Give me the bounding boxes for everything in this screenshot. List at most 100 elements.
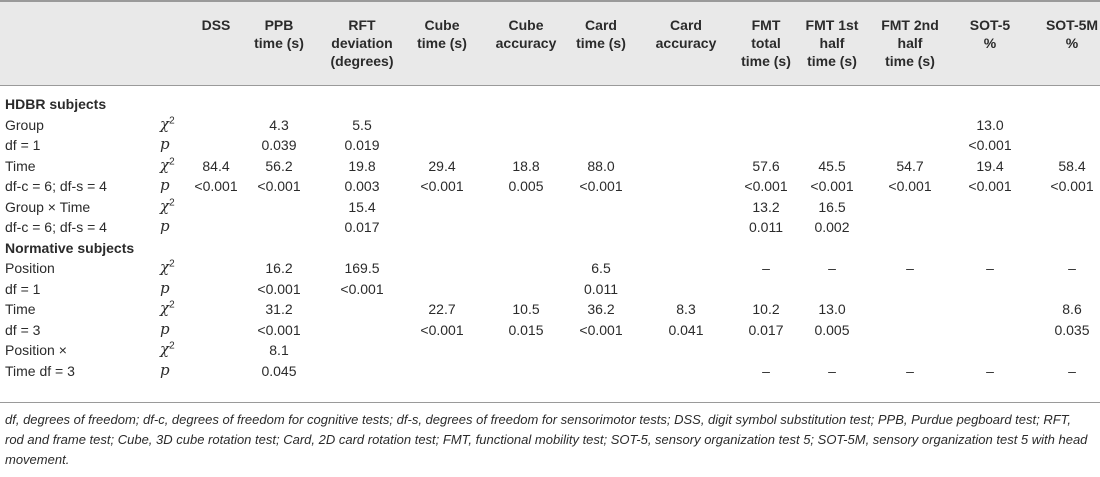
chi-square-symbol: χ2 xyxy=(160,340,175,358)
chi-square-symbol: χ2 xyxy=(160,196,175,215)
row-label: Group xyxy=(5,116,44,133)
column-header: Card time (s) xyxy=(576,17,626,51)
table-cell: 13.0 xyxy=(976,116,1004,133)
table-cell: <0.001 xyxy=(340,280,384,297)
table-cell: 36.2 xyxy=(587,301,615,317)
table-cell: <0.001 xyxy=(810,178,854,194)
table-cell: 0.017 xyxy=(748,321,784,338)
table-cell: 19.4 xyxy=(976,157,1004,174)
table-cell: 58.4 xyxy=(1058,157,1086,174)
table-cell: 16.5 xyxy=(818,198,846,215)
table-cell: – xyxy=(828,260,836,276)
table-cell: 8.6 xyxy=(1062,301,1082,317)
row-label: df-c = 6; df-s = 4 xyxy=(5,219,107,235)
row-label: Time xyxy=(5,301,36,317)
table-cell: 88.0 xyxy=(587,157,615,174)
table-cell: 0.011 xyxy=(584,280,618,297)
table-cell: 29.4 xyxy=(428,157,456,174)
table-cell: 45.5 xyxy=(818,157,846,174)
p-value-symbol: p xyxy=(160,278,170,297)
table-cell: <0.001 xyxy=(420,178,464,194)
table-cell: – xyxy=(762,260,770,276)
table-cell: 0.002 xyxy=(814,219,850,235)
table-cell: 13.2 xyxy=(752,198,780,215)
table-cell: <0.001 xyxy=(888,178,932,194)
table-cell: <0.001 xyxy=(420,321,464,338)
table-cell: 15.4 xyxy=(348,198,376,215)
section-title: HDBR subjects xyxy=(5,96,107,112)
table-cell: 0.019 xyxy=(344,137,380,153)
row-label: Time df = 3 xyxy=(5,362,75,379)
table-cell: <0.001 xyxy=(744,178,788,194)
table-cell: – xyxy=(762,362,770,379)
table-cell: 57.6 xyxy=(752,157,780,174)
table-cell: 0.005 xyxy=(508,178,544,194)
chi-square-symbol: χ2 xyxy=(160,155,175,174)
table-cell: 6.5 xyxy=(591,260,611,276)
table-cell: 10.5 xyxy=(512,301,540,317)
row-label: Group × Time xyxy=(5,198,91,215)
table-cell: 4.3 xyxy=(269,116,289,133)
table-cell: <0.001 xyxy=(579,321,623,338)
table-cell: 54.7 xyxy=(896,157,924,174)
column-header: FMT total time (s) xyxy=(741,17,791,69)
table-cell: 0.017 xyxy=(344,219,380,235)
table-cell: – xyxy=(986,362,994,379)
table-cell: <0.001 xyxy=(1050,178,1094,194)
table-cell: <0.001 xyxy=(257,321,301,338)
table-cell: 0.035 xyxy=(1054,321,1090,338)
table-cell: 18.8 xyxy=(512,157,540,174)
table-cell: 84.4 xyxy=(202,157,230,174)
table-cell: 19.8 xyxy=(348,157,376,174)
p-value-symbol: p xyxy=(160,360,170,379)
table-cell: 8.3 xyxy=(676,301,696,317)
table-cell: 0.003 xyxy=(344,178,380,194)
chi-square-symbol: χ2 xyxy=(160,299,175,317)
column-header: PPB time (s) xyxy=(254,17,304,51)
column-header: FMT 2nd half time (s) xyxy=(881,17,939,69)
table-cell: 16.2 xyxy=(265,260,293,276)
table-cell: 0.041 xyxy=(668,321,704,338)
table-cell: 13.0 xyxy=(818,301,846,317)
table-footnote: df, degrees of freedom; df-c, degrees of… xyxy=(5,412,1088,467)
table-cell: – xyxy=(1068,362,1076,379)
table-bottom-rule xyxy=(0,402,1100,403)
row-label: Position × xyxy=(5,342,67,358)
column-header: SOT-5M % xyxy=(1045,17,1099,51)
row-label: df = 1 xyxy=(5,137,41,153)
column-header: SOT-5 % xyxy=(969,17,1011,51)
table-cell: 0.045 xyxy=(261,362,297,379)
table-cell: 22.7 xyxy=(428,301,456,317)
column-header: Cube time (s) xyxy=(417,17,467,51)
table-cell: – xyxy=(906,260,914,276)
table-cell: <0.001 xyxy=(194,178,238,194)
row-label: df-c = 6; df-s = 4 xyxy=(5,178,107,194)
table-cell: – xyxy=(906,362,914,379)
column-header: Card accuracy xyxy=(655,17,717,51)
table-cell: – xyxy=(986,260,994,276)
table-cell: <0.001 xyxy=(257,178,301,194)
table-header-band xyxy=(0,0,1100,86)
column-header: RFT deviation (degrees) xyxy=(330,17,394,69)
chi-square-symbol: χ2 xyxy=(160,258,175,276)
column-header: FMT 1st half time (s) xyxy=(805,17,859,69)
p-value-symbol: p xyxy=(160,176,170,194)
p-value-symbol: p xyxy=(160,135,170,153)
row-label: df = 1 xyxy=(5,280,41,297)
table-cell: 0.015 xyxy=(508,321,544,338)
table-cell: 56.2 xyxy=(265,157,293,174)
table-cell: 8.1 xyxy=(269,342,289,358)
table-cell: 0.005 xyxy=(814,321,850,338)
row-label: df = 3 xyxy=(5,321,41,338)
row-label: Position xyxy=(5,260,55,276)
p-value-symbol: p xyxy=(160,217,170,235)
table-cell: 5.5 xyxy=(352,116,372,133)
table-cell: – xyxy=(1068,260,1076,276)
table-cell: – xyxy=(828,362,836,379)
table-cell: <0.001 xyxy=(579,178,623,194)
table-cell: <0.001 xyxy=(257,280,301,297)
table-cell: 10.2 xyxy=(752,301,780,317)
table-cell: <0.001 xyxy=(968,137,1012,153)
table-cell: 0.011 xyxy=(749,219,783,235)
table-cell: 169.5 xyxy=(344,260,380,276)
